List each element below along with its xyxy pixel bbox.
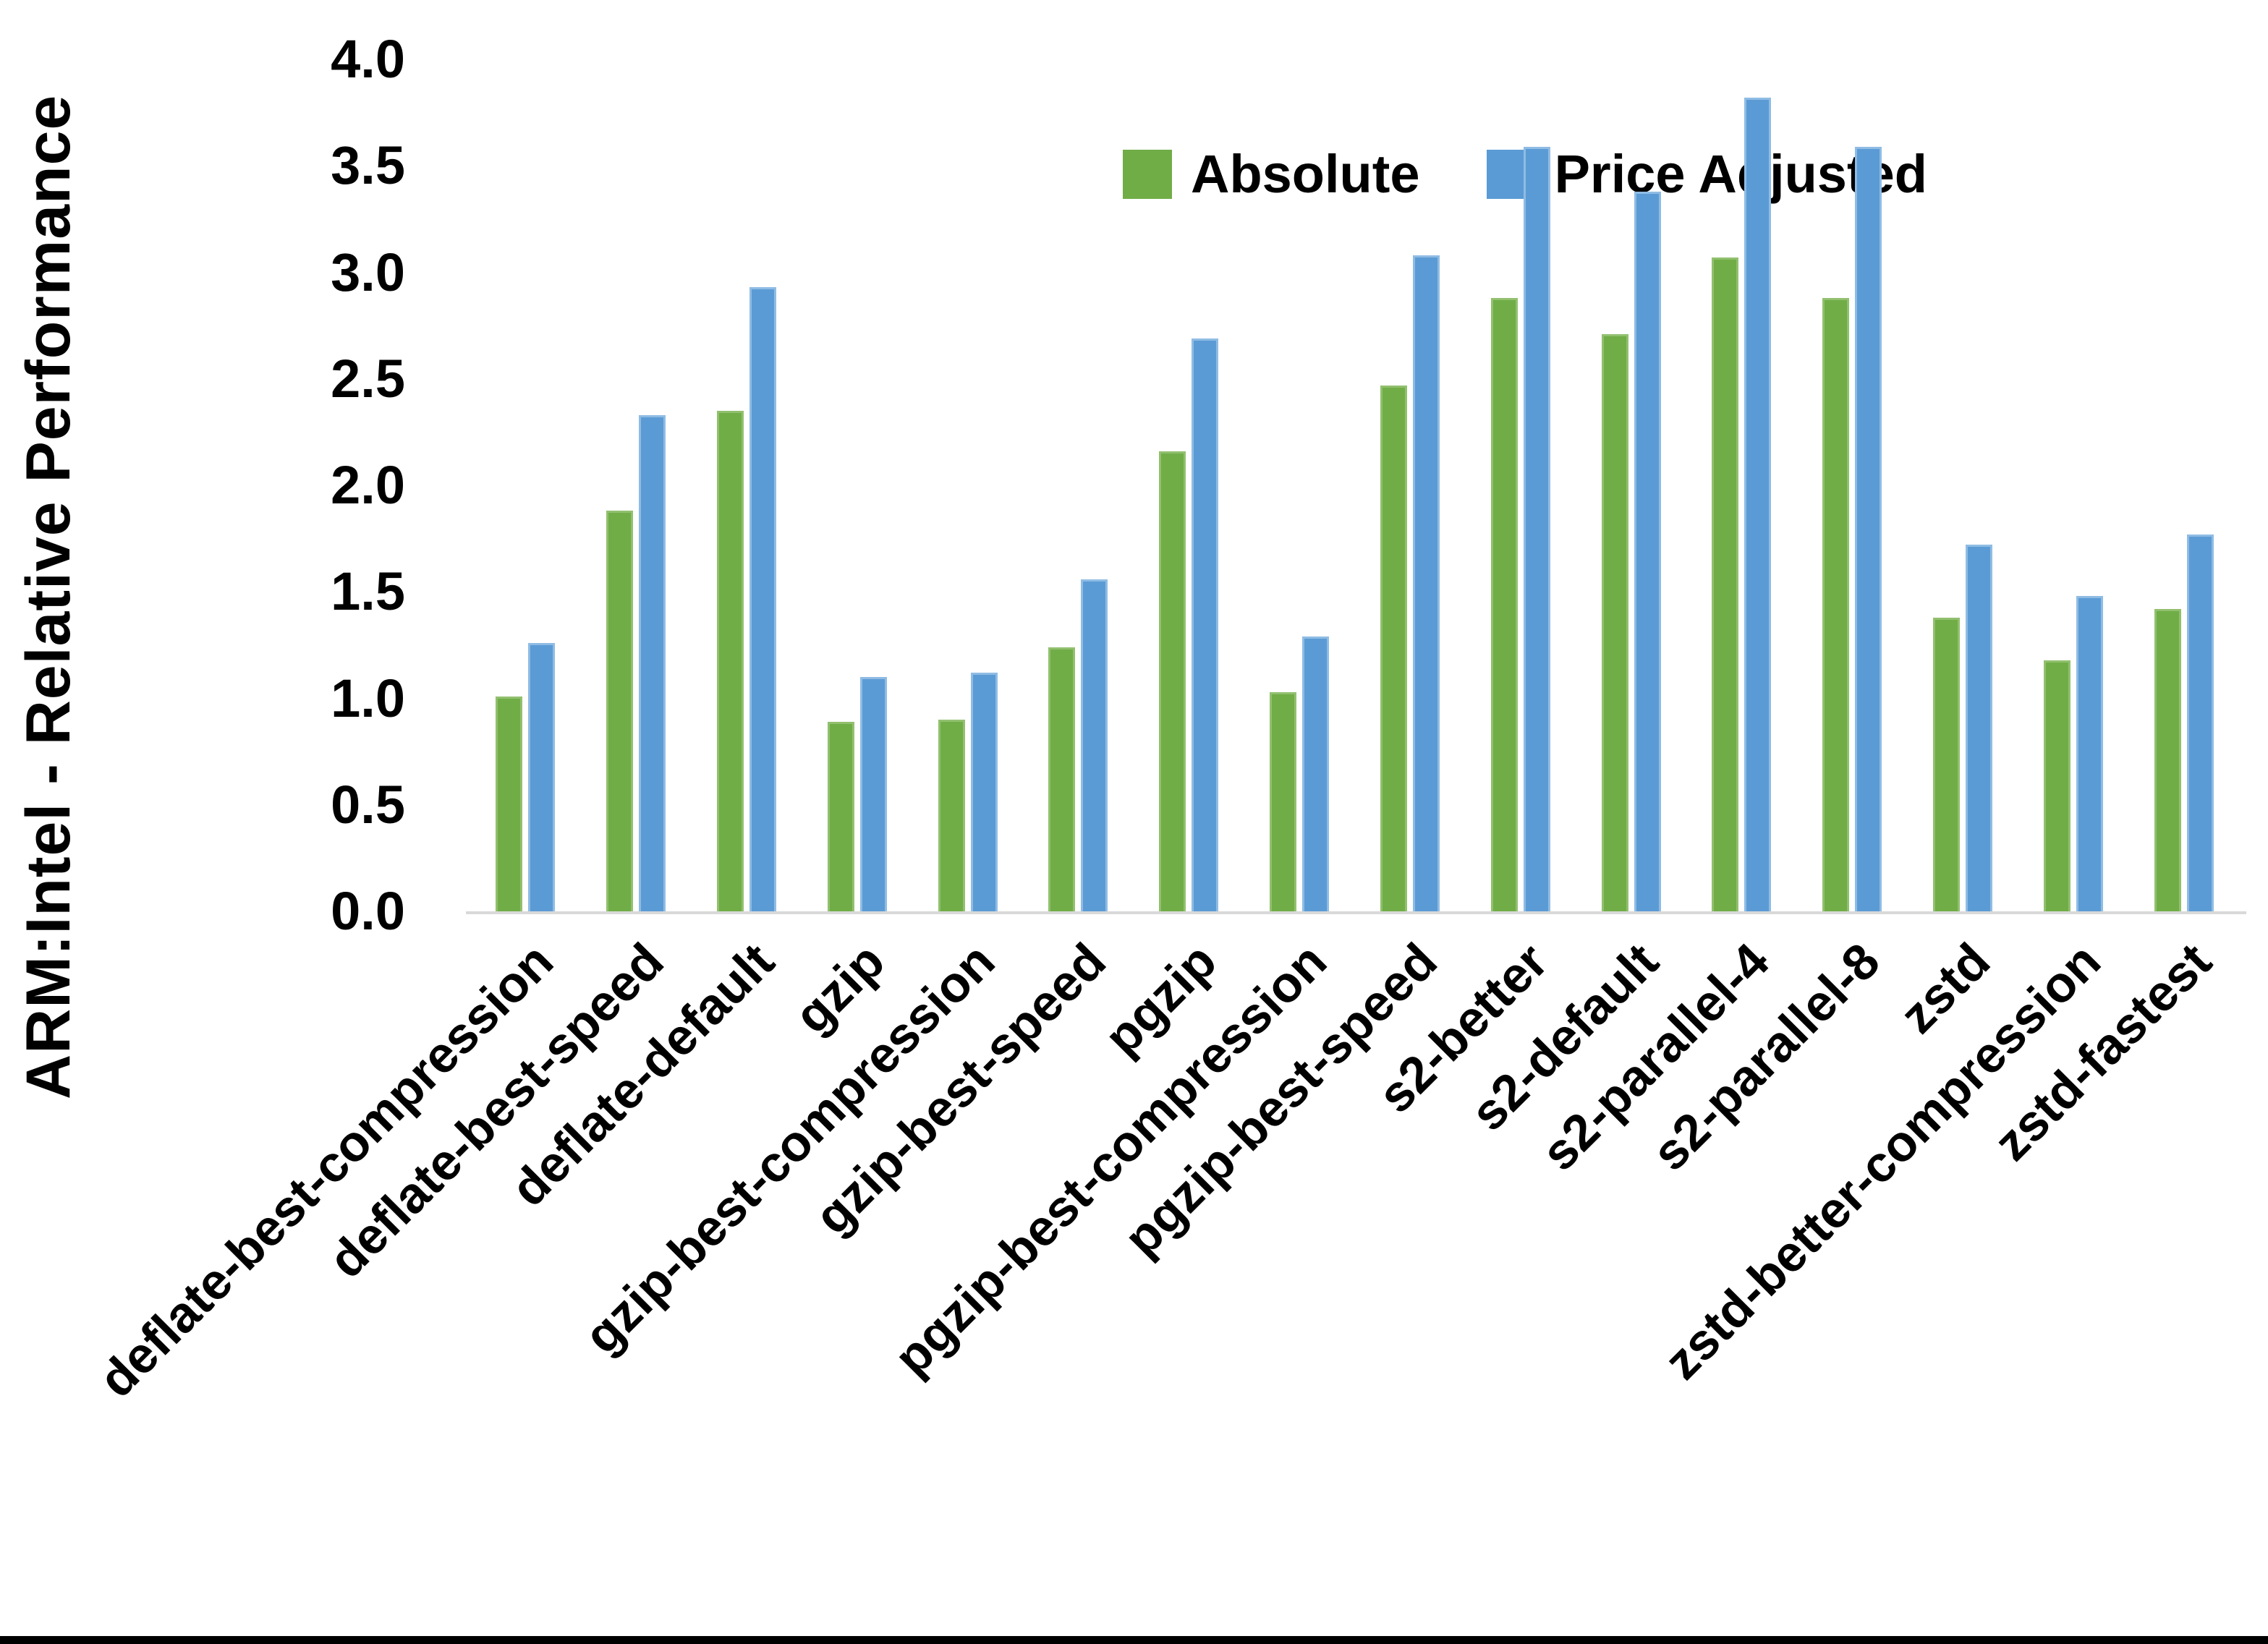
y-tick-label: 1.0 xyxy=(331,668,405,728)
bar-group xyxy=(912,59,1023,911)
bar-absolute xyxy=(1380,385,1407,911)
bar-group xyxy=(1576,59,1686,911)
bar-price-adjusted xyxy=(970,673,998,911)
x-axis-label: deflate-best-compression xyxy=(88,932,564,1408)
bar-absolute xyxy=(1601,333,1628,911)
y-axis-title: ARM:Intel - Relative Performance xyxy=(14,94,83,1099)
y-tick-label: 2.0 xyxy=(331,455,405,515)
bar-group xyxy=(1355,59,1466,911)
bar-absolute xyxy=(2154,608,2181,911)
bar-price-adjusted xyxy=(749,287,777,911)
x-axis-line xyxy=(466,911,2246,914)
bar-group xyxy=(1023,59,1134,911)
bar-group xyxy=(1908,59,2018,911)
legend-item-absolute: Absolute xyxy=(1123,143,1420,205)
bar-price-adjusted xyxy=(859,677,887,911)
bar-group xyxy=(2018,59,2128,911)
bar-absolute xyxy=(717,410,744,911)
bar-group xyxy=(1686,59,1797,911)
y-tick-label: 0.5 xyxy=(331,774,405,835)
bar-absolute xyxy=(606,511,634,911)
y-tick-label: 1.5 xyxy=(331,561,405,622)
bar-series-container xyxy=(470,59,2239,911)
bar-price-adjusted xyxy=(528,642,556,911)
x-axis-category-labels: deflate-best-compression deflate-best-spe… xyxy=(88,932,2239,1513)
y-tick-label: 3.5 xyxy=(331,135,405,196)
bar-price-adjusted xyxy=(2186,534,2214,911)
bar-price-adjusted xyxy=(1523,146,1550,911)
bar-group xyxy=(1134,59,1244,911)
bar-absolute xyxy=(1712,257,1739,911)
y-tick-label: 2.5 xyxy=(331,348,405,409)
bar-absolute xyxy=(1490,297,1518,911)
bar-absolute xyxy=(1822,297,1850,911)
bar-price-adjusted xyxy=(1081,579,1108,911)
figure-bottom-border xyxy=(0,1636,2268,1644)
bar-absolute xyxy=(1932,617,1960,911)
bar-absolute xyxy=(827,721,854,911)
bar-price-adjusted xyxy=(639,414,666,911)
bar-group xyxy=(1244,59,1355,911)
bar-group xyxy=(1465,59,1576,911)
bar-price-adjusted xyxy=(1412,255,1440,911)
bar-price-adjusted xyxy=(1965,545,1992,911)
y-tick-label: 4.0 xyxy=(331,29,405,89)
bar-group xyxy=(581,59,692,911)
legend-swatch-absolute xyxy=(1123,149,1172,199)
bar-absolute xyxy=(2043,660,2070,911)
y-tick-label: 3.0 xyxy=(331,242,405,302)
bar-price-adjusted xyxy=(1192,338,1219,911)
bar-price-adjusted xyxy=(1302,636,1330,911)
plot-area: Absolute Price Adjusted xyxy=(466,59,2246,914)
legend-label-absolute: Absolute xyxy=(1191,144,1420,204)
bar-group xyxy=(1797,59,1908,911)
bar-group xyxy=(470,59,581,911)
bar-absolute xyxy=(1159,451,1186,911)
bar-absolute xyxy=(1048,647,1076,911)
bar-price-adjusted xyxy=(1744,98,1772,911)
y-tick-label: 0.0 xyxy=(331,881,405,941)
bar-absolute xyxy=(938,719,965,911)
bar-absolute xyxy=(496,696,523,911)
bar-group xyxy=(2128,59,2239,911)
bar-absolute xyxy=(1270,691,1297,911)
bar-group xyxy=(802,59,912,911)
bar-price-adjusted xyxy=(1634,191,1661,911)
bar-group xyxy=(692,59,802,911)
bar-price-adjusted xyxy=(2076,596,2103,911)
bar-price-adjusted xyxy=(1855,146,1882,911)
